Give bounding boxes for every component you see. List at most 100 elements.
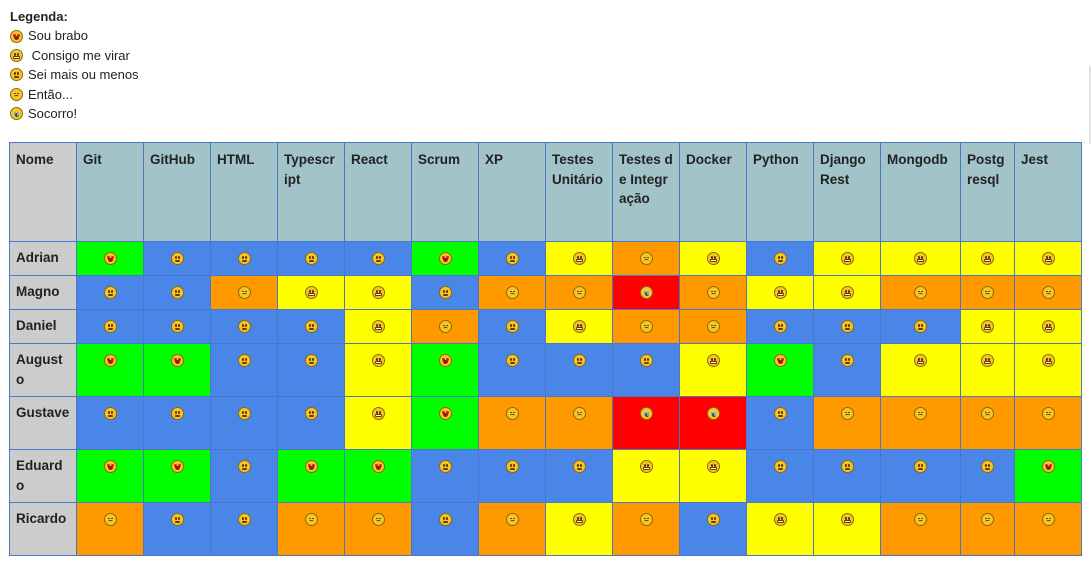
neutral-emoji-icon [237,252,251,266]
legend-item-label: Consigo me virar [28,47,130,63]
skill-cell [411,309,479,344]
skill-cell [813,309,881,344]
neutral-emoji-icon [438,286,452,300]
neutral-emoji-icon [237,513,251,527]
disappointed-emoji-icon [304,513,318,527]
star-struck-emoji-icon [103,460,117,474]
skill-cell [679,343,747,397]
skill-cell [277,275,345,310]
crying-emoji-icon [706,407,720,421]
neutral-emoji-icon [914,460,927,474]
column-header-nome: Nome [9,142,77,242]
star-struck-emoji-icon [371,460,385,474]
skill-cell [545,309,613,344]
legend-item-label: Socorro! [28,106,78,122]
grinning-emoji-icon [1041,252,1055,266]
legend-item: Então... [10,85,139,104]
neutral-emoji-icon [10,68,23,82]
row-name: Gustave [9,396,77,450]
disappointed-emoji-icon [1041,407,1055,421]
skill-cell [880,396,961,450]
skill-cell [76,449,144,503]
skill-cell [143,502,211,556]
legend-item: Consigo me virar [10,46,139,65]
skill-cell [478,241,546,276]
neutral-emoji-icon [773,460,787,474]
skill-cell [76,241,144,276]
neutral-emoji-icon [438,513,452,527]
skill-cell [960,502,1015,556]
skill-cell [344,449,412,503]
disappointed-emoji-icon [237,286,251,300]
disappointed-emoji-icon [706,320,720,334]
neutral-emoji-icon [237,354,251,368]
skill-cell [143,449,211,503]
star-struck-emoji-icon [170,460,184,474]
grinning-emoji-icon [371,320,385,334]
crying-emoji-icon [639,407,653,421]
neutral-emoji-icon [103,286,117,300]
neutral-emoji-icon [914,320,927,334]
star-struck-emoji-icon [1041,460,1055,474]
skill-cell [880,241,961,276]
disappointed-emoji-icon [572,286,586,300]
grinning-emoji-icon [981,354,994,368]
scrollbar-edge [1089,66,1091,144]
disappointed-emoji-icon [505,407,519,421]
skill-cell [679,241,747,276]
skill-cell [478,396,546,450]
skill-cell [1014,309,1082,344]
legend-item-label: Sou brabo [28,28,88,44]
grinning-emoji-icon [706,460,720,474]
column-header: XP [478,142,546,242]
grinning-emoji-icon [304,286,318,300]
column-header: Mongodb [880,142,961,242]
disappointed-emoji-icon [1041,286,1055,300]
neutral-emoji-icon [237,460,251,474]
neutral-emoji-icon [304,320,318,334]
grinning-emoji-icon [10,49,23,63]
skill-cell [813,241,881,276]
neutral-emoji-icon [170,513,184,527]
grinning-emoji-icon [1041,354,1055,368]
skill-cell [746,449,814,503]
column-header: GitHub [143,142,211,242]
column-header: Jest [1014,142,1082,242]
star-struck-emoji-icon [438,354,452,368]
skill-cell [210,396,278,450]
table-row: Magno [9,275,1082,310]
table-body: Adrian Magno Daniel Augusto Gustave Eduardo Ri… [9,241,1082,556]
disappointed-emoji-icon [639,320,653,334]
disappointed-emoji-icon [840,407,854,421]
star-struck-emoji-icon [304,460,318,474]
skill-cell [210,275,278,310]
skill-cell [880,449,961,503]
grinning-emoji-icon [572,320,586,334]
disappointed-emoji-icon [981,286,994,300]
skill-cell [545,502,613,556]
disappointed-emoji-icon [914,407,927,421]
skill-cell [277,309,345,344]
skill-cell [143,275,211,310]
skill-cell [478,309,546,344]
skill-cell [478,343,546,397]
skill-cell [478,449,546,503]
skill-cell [143,241,211,276]
legend-item: Sei mais ou menos [10,65,139,84]
neutral-emoji-icon [505,460,519,474]
skill-cell [277,449,345,503]
column-header: React [344,142,412,242]
skill-cell [960,343,1015,397]
row-name: Augusto [9,343,77,397]
neutral-emoji-icon [639,354,653,368]
neutral-emoji-icon [103,320,117,334]
neutral-emoji-icon [237,407,251,421]
column-header: Postgresql [960,142,1015,242]
skill-cell [210,241,278,276]
skill-cell [411,396,479,450]
skill-cell [76,275,144,310]
skill-cell [1014,396,1082,450]
table-row: Ricardo [9,502,1082,556]
neutral-emoji-icon [840,354,854,368]
disappointed-emoji-icon [371,513,385,527]
